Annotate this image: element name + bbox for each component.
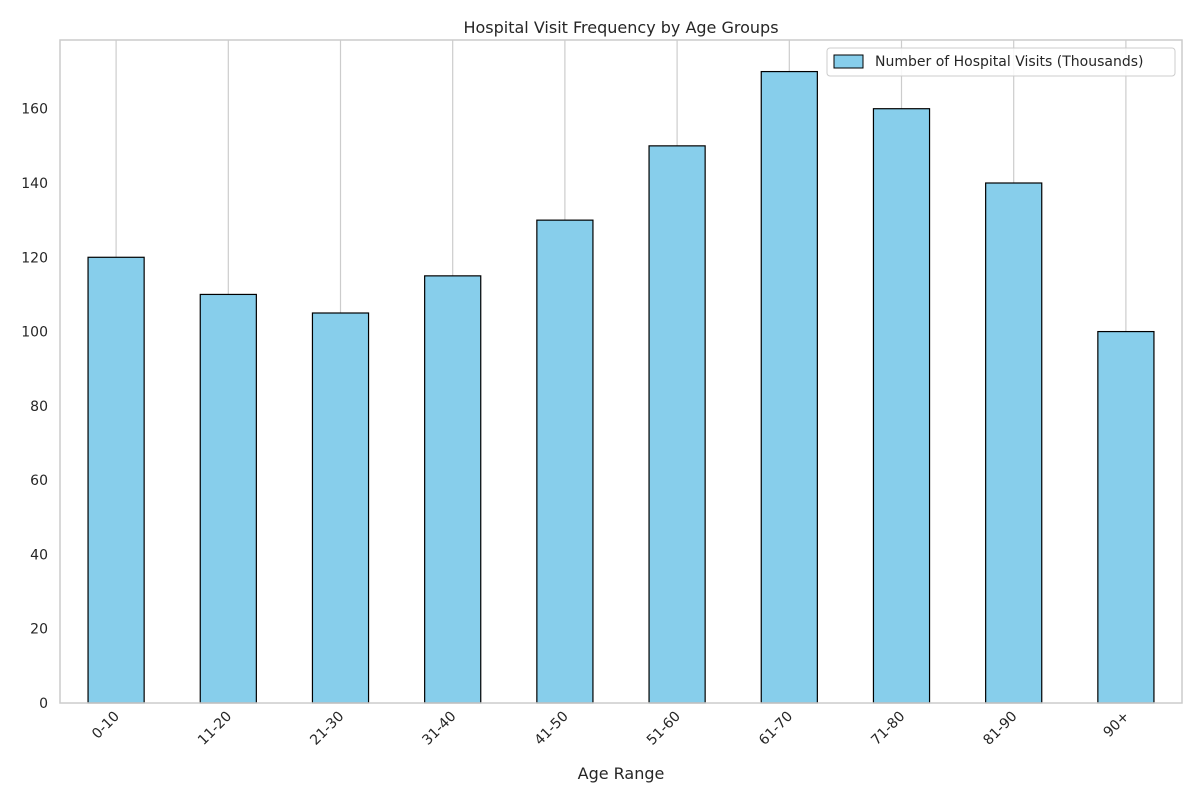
legend-swatch [833,54,864,69]
y-tick-label: 80 [30,399,48,415]
x-tick-label: 21-30 [307,709,347,749]
x-axis-label: Age Range [578,764,665,783]
y-tick-label: 160 [21,102,48,118]
y-tick-label: 20 [30,622,48,638]
bar-71-80 [872,108,931,704]
legend-entry-label: Number of Hospital Visits (Thousands) [875,54,1144,70]
grid-lines [115,40,1127,703]
y-tick-label: 40 [30,547,48,563]
bar-81-90 [985,182,1043,704]
y-tick-label: 60 [30,473,48,489]
x-tick-label: 71-80 [868,709,908,749]
bars [87,70,1155,704]
legend: Number of Hospital Visits (Thousands) [826,47,1176,77]
bar-21-30 [311,312,370,704]
bar-41-50 [536,219,594,704]
plot-frame [59,39,1183,704]
y-axis-ticks: 0 20 40 60 80 100 120 140 160 [21,102,48,712]
x-tick-label: 90+ [1101,709,1133,741]
y-tick-label: 100 [21,325,48,341]
x-tick-label: 0-10 [89,709,123,743]
bar-31-40 [424,275,482,704]
bar-0-10 [87,256,145,704]
chart-title: Hospital Visit Frequency by Age Groups [463,18,778,37]
x-tick-label: 11-20 [195,709,235,749]
y-tick-label: 140 [21,176,48,192]
bar-51-60 [648,145,706,704]
bar-11-20 [199,293,257,704]
y-tick-label: 0 [39,696,48,712]
bar-61-70 [760,70,818,704]
legend-box [826,47,1176,77]
x-tick-label: 81-90 [980,709,1020,749]
y-tick-label: 120 [21,250,48,266]
x-tick-label: 51-60 [644,709,684,749]
x-tick-label: 41-50 [532,709,572,749]
bar-90+ [1097,330,1155,704]
x-tick-label: 61-70 [756,709,796,749]
x-axis-ticks: 0-10 11-20 21-30 31-40 41-50 51-60 61-70 71-80 8… [89,709,1133,749]
x-tick-label: 31-40 [419,709,459,749]
